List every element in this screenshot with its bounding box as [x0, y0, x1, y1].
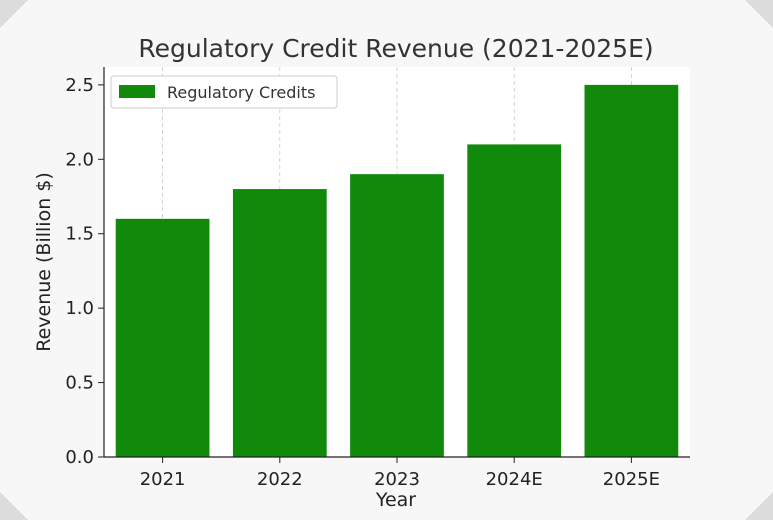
y-tick-label-2.0: 2.0	[65, 149, 94, 170]
bars	[115, 84, 679, 457]
legend-label: Regulatory Credits	[167, 83, 315, 102]
x-tick-label-2024E: 2024E	[486, 469, 543, 490]
corner-decoration-bottom-left	[0, 492, 28, 520]
bar-2023	[350, 174, 444, 457]
bar-2021	[115, 218, 210, 457]
corner-decoration-top-left	[0, 0, 28, 28]
bar-2022	[232, 189, 327, 457]
y-axis-label: Revenue (Billion $)	[33, 172, 55, 352]
x-axis-ticks: 2021 2022 2023 2024E 2025E	[140, 457, 660, 490]
x-tick-label-2025E: 2025E	[603, 469, 660, 490]
bar-2024E	[467, 144, 562, 457]
x-tick-label-2021: 2021	[140, 469, 186, 490]
y-tick-label-2.5: 2.5	[65, 75, 94, 96]
y-axis-ticks: 0.0 0.5 1.0 1.5 2.0 2.5	[65, 75, 104, 468]
legend-swatch	[119, 85, 155, 98]
legend-box	[110, 75, 338, 109]
x-tick-label-2023: 2023	[374, 469, 420, 490]
legend: Regulatory Credits	[110, 75, 338, 109]
y-tick-label-0.0: 0.0	[65, 447, 94, 468]
y-tick-label-1.0: 1.0	[65, 298, 94, 319]
corner-decoration-bottom-right	[745, 492, 773, 520]
x-tick-label-2022: 2022	[257, 469, 303, 490]
bar-2025E	[584, 84, 679, 457]
x-axis-label: Year	[375, 489, 416, 511]
corner-decoration-top-right	[745, 0, 773, 28]
y-tick-label-0.5: 0.5	[65, 373, 94, 394]
y-tick-label-1.5: 1.5	[65, 224, 94, 245]
chart-title: Regulatory Credit Revenue (2021-2025E)	[138, 34, 653, 63]
